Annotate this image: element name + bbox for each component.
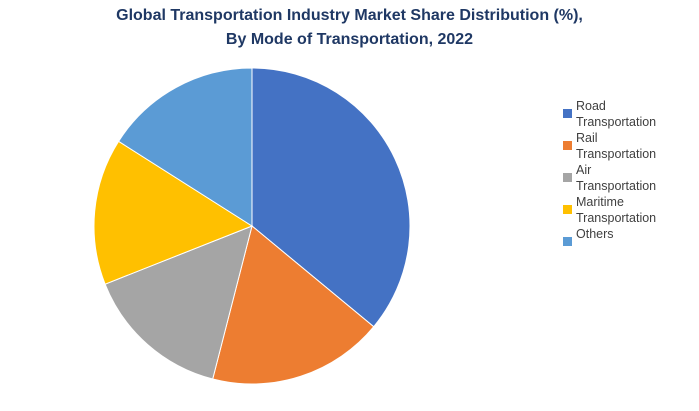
- chart-title: Global Transportation Industry Market Sh…: [0, 4, 699, 52]
- legend-label-road: Road Transportation: [576, 99, 657, 129]
- chart-title-line-2: By Mode of Transportation, 2022: [225, 31, 474, 48]
- legend-swatch-air: [563, 173, 572, 182]
- legend-item-air: Air Transportation: [563, 162, 699, 194]
- legend-swatch-others: [563, 237, 572, 246]
- legend-label-maritime: Maritime Transportation: [576, 195, 657, 225]
- legend-label-air: Air Transportation: [576, 163, 657, 193]
- pie-slice-air: [104, 225, 253, 380]
- chart-title-line-1: Global Transportation Industry Market Sh…: [116, 7, 583, 24]
- legend-swatch-maritime: [563, 205, 572, 214]
- pie-slice-rail: [212, 225, 375, 385]
- legend-swatch-rail: [563, 141, 572, 150]
- legend-swatch-road: [563, 109, 572, 118]
- legend-item-rail: Rail Transportation: [563, 130, 699, 162]
- chart-legend: Road Transportation Rail Transportation …: [563, 98, 699, 246]
- legend-item-others: Others: [563, 226, 699, 246]
- legend-label-others: Others: [576, 227, 614, 241]
- legend-item-maritime: Maritime Transportation: [563, 194, 699, 226]
- legend-item-road: Road Transportation: [563, 98, 699, 130]
- pie-slice-maritime: [93, 140, 254, 285]
- pie-slice-road: [251, 67, 411, 328]
- legend-label-rail: Rail Transportation: [576, 131, 657, 161]
- pie-slice-others: [117, 67, 253, 227]
